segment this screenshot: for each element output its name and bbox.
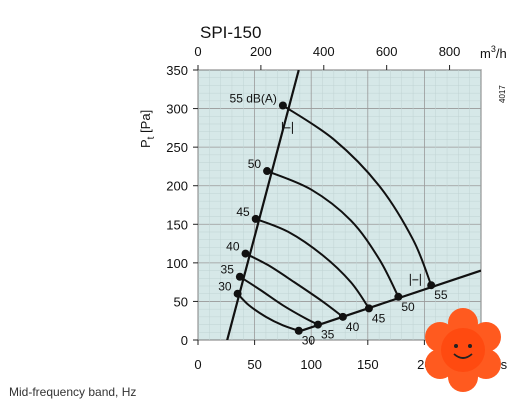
top-tick-label: 600: [376, 44, 398, 59]
curve-label-end: 45: [372, 311, 386, 325]
curve-start-point: [241, 249, 250, 258]
curve-start-point: [233, 289, 242, 298]
curve-start-point: [251, 214, 260, 223]
top-axis-unit-tail: /h: [496, 46, 507, 61]
curve-labels: 30 30 35 35 40 40 45 45 50 50 55 dB(A) 55: [218, 91, 448, 347]
caption: Mid-frequency band, Hz: [9, 385, 137, 399]
curve-label-end: 30: [302, 334, 316, 348]
bottom-tick-label: 0: [194, 357, 201, 372]
system-curve-max: [296, 269, 481, 334]
curve-end-point: [338, 312, 347, 321]
sound-curve-2: [239, 275, 319, 326]
y-tick-label: 50: [174, 294, 188, 309]
bottom-axis-unit: /s: [497, 357, 508, 372]
top-tick-label: 200: [250, 44, 272, 59]
curve-end-point: [313, 320, 322, 329]
top-tick-label: 400: [313, 44, 335, 59]
bottom-tick-label: 150: [357, 357, 379, 372]
top-axis-unit: m3/h: [480, 44, 507, 61]
figure-code: 4017: [498, 85, 507, 103]
curve-start-point: [235, 272, 244, 281]
flower-sticker-icon: [425, 308, 501, 392]
sound-curve-4: [255, 217, 370, 309]
top-axis-unit-exp: 3: [491, 44, 496, 54]
y-tick-label: 0: [181, 333, 188, 348]
system-curve-min: [226, 70, 300, 340]
bottom-tick-label: 50: [247, 357, 261, 372]
curve-label-end: 40: [346, 320, 360, 334]
y-axis-label-sub: t: [146, 136, 157, 139]
y-tick-label: 150: [166, 217, 188, 232]
sound-curve-1: [236, 293, 300, 332]
curve-label-start: 45: [236, 205, 250, 219]
sound-curve-6: [282, 104, 433, 286]
y-tick-label: 100: [166, 256, 188, 271]
chart-title: SPI-150: [200, 23, 261, 42]
bottom-tick-label: 100: [300, 357, 322, 372]
y-tick-label: 200: [166, 179, 188, 194]
top-tick-label: 800: [439, 44, 461, 59]
sound-curve-3: [245, 252, 344, 318]
curve-end-point: [294, 326, 303, 335]
top-tick-label: 0: [194, 44, 201, 59]
top-axis-unit-m: m: [480, 46, 491, 61]
y-axis-label-unit: [Pa]: [138, 110, 153, 137]
curves: [226, 70, 481, 340]
sound-curve-5: [266, 170, 400, 298]
curve-end-point: [394, 292, 403, 301]
curve-end-point: [427, 281, 436, 290]
curve-label-start: 55 dB(A): [230, 91, 277, 105]
curve-label-start: 40: [226, 240, 240, 254]
curve-label-start: 35: [221, 263, 235, 277]
y-tick-label: 250: [166, 140, 188, 155]
curve-end-point: [364, 304, 373, 313]
y-tick-label: 300: [166, 102, 188, 117]
curve-label-end: 35: [321, 328, 335, 342]
curve-label-end: 55: [434, 288, 448, 302]
y-tick-label: 350: [166, 63, 188, 78]
curve-label-start: 30: [218, 280, 232, 294]
curve-start-point: [263, 167, 272, 176]
curve-label-end: 50: [401, 300, 415, 314]
curve-start-point: [278, 101, 287, 110]
y-axis-label-main: P: [138, 139, 153, 148]
y-axis-label: Pt [Pa]: [138, 110, 157, 148]
curve-label-start: 50: [248, 157, 262, 171]
